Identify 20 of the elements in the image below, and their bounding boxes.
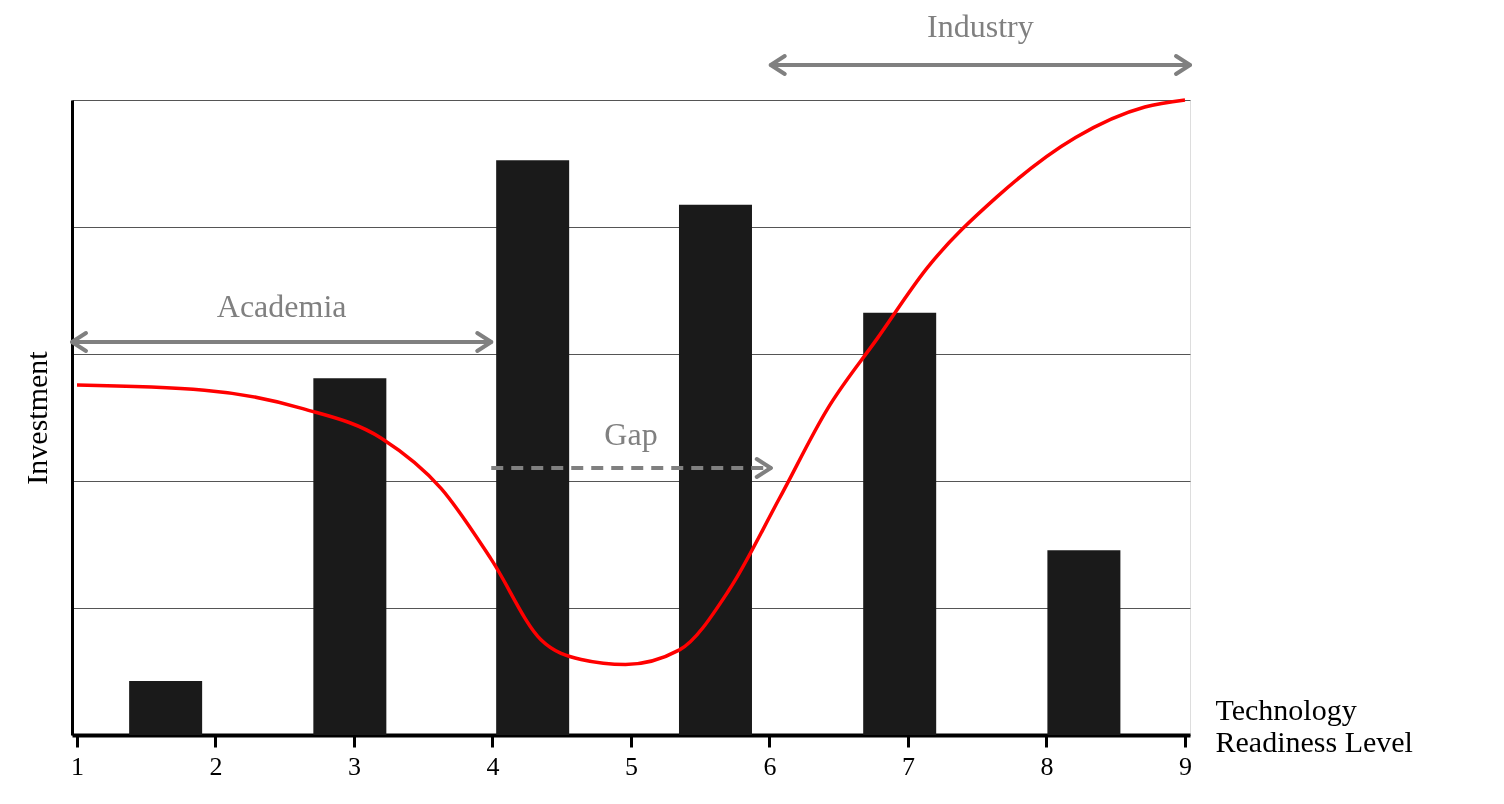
x-tick-label: 6	[763, 751, 777, 781]
bar	[313, 378, 387, 735]
bar	[496, 160, 570, 735]
x-tick-label: 1	[71, 751, 84, 781]
x-tick-label: 9	[1179, 751, 1192, 781]
bar	[129, 681, 203, 735]
text: Industry	[927, 8, 1034, 44]
x-tick-label: 2	[209, 751, 223, 781]
y-axis-title: Investment	[19, 350, 53, 485]
bar	[1047, 550, 1121, 735]
x-tick-label: 8	[1040, 751, 1054, 781]
annotation: Gap	[604, 416, 658, 452]
annotation: Academia	[216, 288, 347, 324]
x-tick-label: 4	[486, 751, 500, 781]
x-tick-label: 3	[348, 751, 361, 781]
x-tick-label: 7	[902, 751, 915, 781]
bar	[863, 312, 937, 735]
x-axis-title: Technology Readiness Level	[1215, 692, 1413, 758]
x-tick-label: 5	[625, 751, 638, 781]
bar	[678, 204, 752, 735]
